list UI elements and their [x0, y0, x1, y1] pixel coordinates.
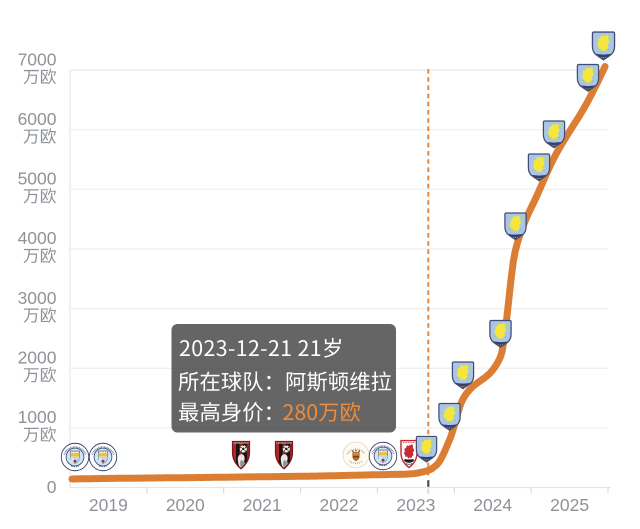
svg-text:3000: 3000 [18, 288, 57, 308]
svg-text:5000: 5000 [18, 169, 57, 189]
svg-text:2024: 2024 [473, 495, 512, 515]
svg-text:0: 0 [47, 477, 57, 497]
svg-text:2022: 2022 [320, 495, 359, 515]
svg-text:2019: 2019 [89, 495, 128, 515]
svg-text:4000: 4000 [18, 228, 57, 248]
svg-text:2023: 2023 [396, 495, 435, 515]
svg-text:2000: 2000 [18, 348, 57, 368]
svg-text:2020: 2020 [166, 495, 205, 515]
svg-text:6000: 6000 [18, 109, 57, 129]
svg-text:1000: 1000 [18, 407, 57, 427]
svg-text:2025: 2025 [550, 495, 589, 515]
svg-text:2021: 2021 [243, 495, 282, 515]
svg-text:7000: 7000 [18, 49, 57, 69]
